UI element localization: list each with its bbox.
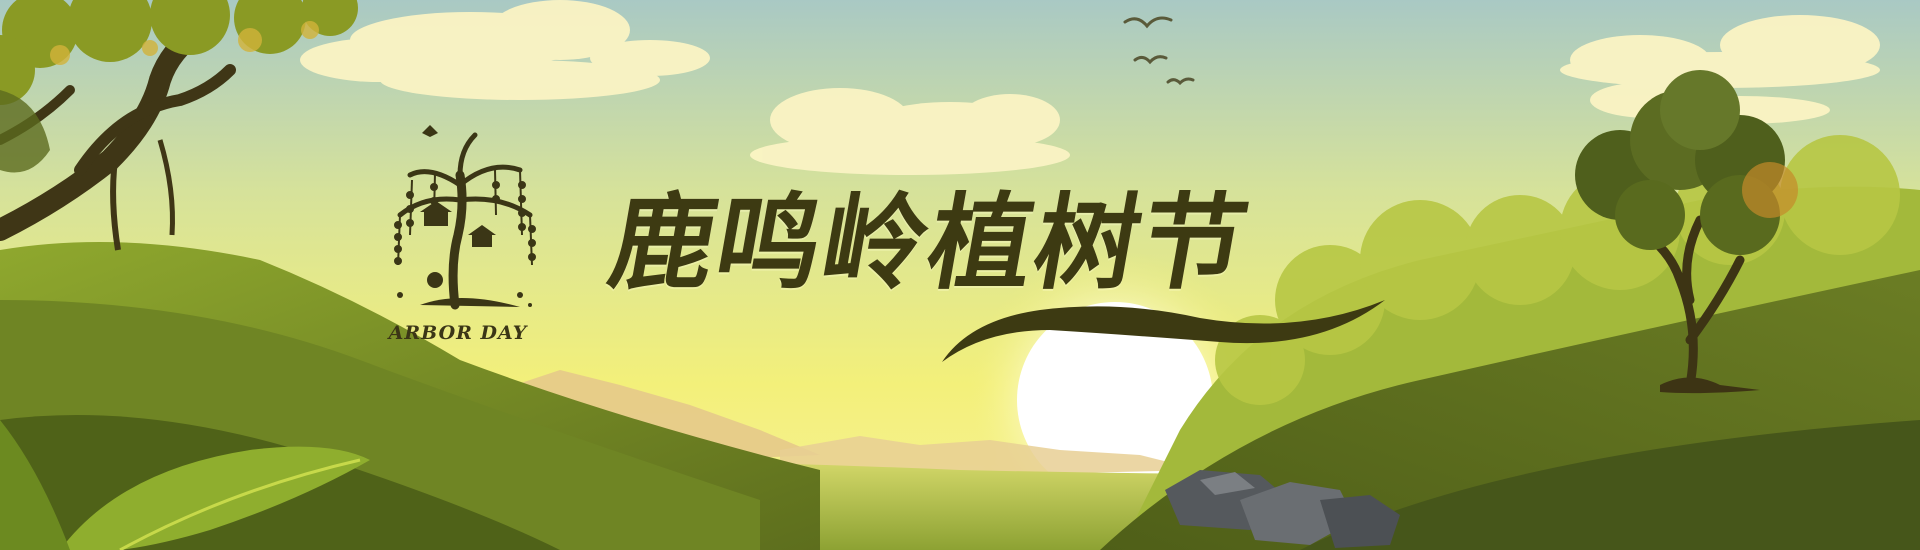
tree-icon — [1575, 70, 1798, 394]
willow-tree-emblem-icon — [394, 125, 536, 310]
setting-sun-icon — [1017, 302, 1213, 498]
headline-title: 鹿鸣岭植树节 — [600, 182, 1259, 304]
flying-birds-icon — [1123, 16, 1195, 86]
tree-icon — [0, 0, 358, 251]
cloud-icon — [750, 88, 1070, 175]
headline-swoosh — [942, 300, 1385, 362]
bush-icon — [1215, 135, 1900, 405]
right-hill-foreground — [1300, 420, 1920, 550]
emblem-label: ARBOR DAY — [388, 322, 528, 344]
cloud-icon — [300, 0, 710, 100]
rock-pile-icon — [1165, 470, 1400, 548]
leaf-icon — [0, 420, 370, 550]
